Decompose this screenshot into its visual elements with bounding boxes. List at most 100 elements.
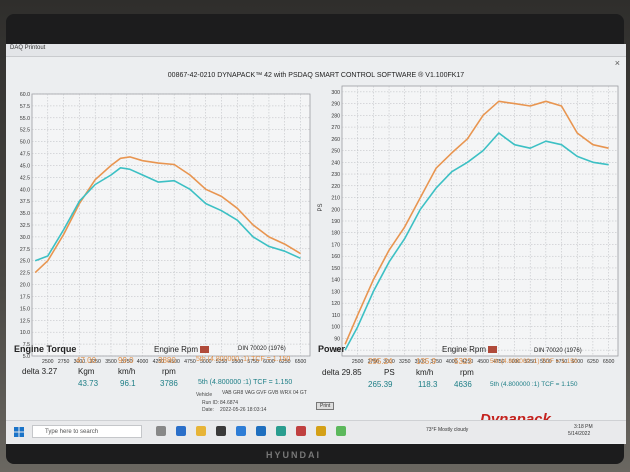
torque-run1-value: 47.00 — [76, 356, 97, 365]
y-tick-label: 270 — [331, 125, 340, 131]
y-tick-label: 32.5 — [20, 223, 30, 229]
app-green-icon[interactable] — [336, 426, 346, 436]
y-tick-label: 190 — [331, 219, 340, 225]
y-tick-label: 80 — [334, 348, 340, 354]
y-tick-label: 90 — [334, 336, 340, 342]
y-tick-label: 25.0 — [20, 259, 30, 265]
x-tick-label: 2750 — [368, 359, 380, 365]
x-tick-label: 3750 — [430, 359, 442, 365]
clock-date[interactable]: 5/14/2022 — [568, 431, 591, 437]
date-label: Date: — [202, 407, 214, 413]
y-tick-label: 170 — [331, 242, 340, 248]
torque-unit: Kgm — [78, 367, 95, 376]
date-value: 2022-05-26 18:03:14 — [220, 407, 267, 413]
torque-run2-kmh: 96.1 — [120, 379, 136, 388]
x-tick-label: 5750 — [247, 359, 259, 365]
y-tick-label: 20.0 — [20, 283, 30, 289]
app-icon[interactable] — [276, 426, 286, 436]
file-explorer-icon[interactable] — [196, 426, 206, 436]
x-tick-label: 4750 — [184, 359, 196, 365]
power-run1-rpm: 5323 — [454, 357, 472, 366]
print-button[interactable]: Print — [316, 402, 335, 410]
power-run2-value: 265.39 — [368, 380, 393, 389]
window-title: DAQ Printout — [10, 45, 46, 51]
power-chart: 300 290 280 270 260 250 240 230 220 210 200 190 180 1… — [318, 85, 619, 365]
power-panel-title: Power — [318, 344, 346, 354]
power-run1-gear: 5th (4.800000 :1) TCF = 1.150 — [490, 358, 578, 365]
power-rpm-label-text: Engine Rpm — [442, 345, 487, 354]
weather-widget[interactable]: 73°F Mostly cloudy — [426, 427, 469, 433]
x-tick-label: 3000 — [383, 359, 395, 365]
torque-run1-rpm: 3880 — [158, 356, 176, 365]
close-icon[interactable]: × — [614, 58, 620, 68]
x-tick-label: 6000 — [263, 359, 275, 365]
edge-icon[interactable] — [176, 426, 186, 436]
y-tick-label: 7.5 — [23, 342, 30, 348]
x-tick-label: 4250 — [153, 359, 165, 365]
app-red-icon[interactable] — [296, 426, 306, 436]
task-view-icon[interactable] — [156, 426, 166, 436]
y-tick-label: 52.5 — [20, 128, 30, 134]
x-tick-label: 5500 — [232, 359, 244, 365]
torque-run1-gear: 5th (4.800000 :1) TCF = 1.150 — [196, 356, 291, 363]
taskbar-search-input[interactable]: Type here to search — [32, 425, 142, 438]
x-tick-label: 5250 — [524, 359, 536, 365]
app-title: 00867-42-0210 DYNAPACK™ 42 with PSDAQ SM… — [167, 72, 465, 79]
y-tick-label: 230 — [331, 172, 340, 178]
taskbar: Type here to search 73°F Mostly cloudy 3… — [6, 420, 626, 443]
clock-time[interactable]: 3:18 PM — [574, 424, 593, 430]
power-run2-kmh: 118.3 — [418, 380, 438, 389]
vehicle-value: VAB GR8 VAG GVF GVB WRX 04 GT — [222, 390, 307, 396]
series-line-orange — [34, 156, 301, 274]
torque-run2-value: 43.73 — [78, 379, 99, 388]
power-rpm-unit: rpm — [460, 368, 474, 377]
y-tick-label: 130 — [331, 289, 340, 295]
y-tick-label: 250 — [331, 149, 340, 155]
screen: DAQ Printout × 00867-42-0210 DYNAPACK™ 4… — [6, 44, 626, 444]
vehicle-label: Vehicle — [196, 392, 213, 398]
color-swatch-icon — [488, 346, 498, 354]
y-tick-label: 160 — [331, 254, 340, 260]
y-tick-label: 27.5 — [20, 247, 30, 253]
series-line-teal — [344, 132, 609, 351]
x-tick-label: 3250 — [399, 359, 411, 365]
x-tick-label: 4000 — [137, 359, 149, 365]
monitor-frame: DAQ Printout × 00867-42-0210 DYNAPACK™ 4… — [6, 14, 626, 464]
x-tick-label: 2500 — [352, 359, 364, 365]
y-tick-label: 5.0 — [23, 354, 30, 360]
torque-kmh-label: km/h — [118, 367, 136, 376]
y-tick-label: 180 — [331, 231, 340, 237]
app-l-icon[interactable] — [256, 426, 266, 436]
store-icon[interactable] — [216, 426, 226, 436]
x-tick-label: 3250 — [89, 359, 101, 365]
y-tick-label: 45.0 — [20, 163, 30, 169]
x-tick-label: 6000 — [571, 359, 583, 365]
x-tick-label: 3750 — [121, 359, 133, 365]
y-tick-label: 200 — [331, 207, 340, 213]
windows-start-icon[interactable] — [14, 427, 24, 437]
y-tick-label: 47.5 — [20, 152, 30, 158]
torque-rpm-unit: rpm — [162, 367, 176, 376]
torque-chart: 60.0 57.5 55.0 52.5 50.0 47.5 45.0 42.5 40.0 37.5… — [20, 92, 311, 365]
y-tick-label: 120 — [331, 301, 340, 307]
power-kmh-label: km/h — [416, 368, 434, 377]
mail-icon[interactable] — [236, 426, 246, 436]
y-tick-label: 37.5 — [20, 199, 30, 205]
y-tick-label: 60.0 — [20, 92, 30, 98]
x-tick-label: 6250 — [587, 359, 599, 365]
series-line-orange — [344, 100, 609, 345]
y-tick-label: 12.5 — [20, 318, 30, 324]
y-tick-label: 40.0 — [20, 187, 30, 193]
y-tick-label: 220 — [331, 184, 340, 190]
torque-din: DIN 70020 (1976) — [238, 346, 286, 352]
x-tick-label: 4500 — [168, 359, 180, 365]
power-din: DIN 70020 (1976) — [534, 348, 582, 354]
x-tick-label: 4250 — [462, 359, 474, 365]
run-label: Run ID: — [202, 400, 219, 406]
y-tick-label: 280 — [331, 113, 340, 119]
torque-run2-gear: 5th (4.800000 :1) TCF = 1.150 — [198, 379, 293, 386]
app-yellow-icon[interactable] — [316, 426, 326, 436]
x-tick-label: 3500 — [105, 359, 117, 365]
torque-rpm-label: Engine Rpm — [154, 345, 210, 354]
x-tick-label: 6250 — [279, 359, 291, 365]
